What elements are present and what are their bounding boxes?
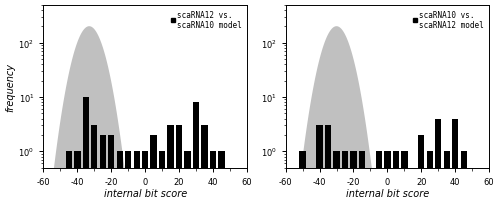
Bar (159, 152, 166, 204)
Bar (334, 152, 340, 204)
Bar (218, 152, 224, 204)
Bar (202, 126, 207, 204)
Bar (210, 152, 216, 204)
Bar (176, 126, 182, 204)
Bar (66, 152, 72, 204)
Bar (142, 152, 148, 204)
Bar (184, 152, 190, 204)
Bar (82, 98, 89, 204)
Bar (418, 135, 424, 204)
Bar (401, 152, 407, 204)
Bar (91, 126, 98, 204)
Legend: scaRNA10 vs.
scaRNA12 model: scaRNA10 vs. scaRNA12 model (412, 9, 486, 32)
Bar (125, 152, 132, 204)
Bar (426, 152, 433, 204)
Bar (392, 152, 399, 204)
Bar (108, 135, 114, 204)
Bar (116, 152, 123, 204)
Bar (300, 152, 306, 204)
X-axis label: internal bit score: internal bit score (104, 188, 187, 198)
Bar (350, 152, 356, 204)
Bar (452, 119, 458, 204)
Y-axis label: frequency: frequency (6, 62, 16, 111)
Bar (460, 152, 467, 204)
Bar (376, 152, 382, 204)
X-axis label: internal bit score: internal bit score (346, 188, 429, 198)
Legend: scaRNA12 vs.
scaRNA10 model: scaRNA12 vs. scaRNA10 model (169, 9, 243, 32)
Bar (193, 103, 199, 204)
Bar (342, 152, 348, 204)
Bar (134, 152, 140, 204)
Bar (435, 119, 442, 204)
Bar (444, 152, 450, 204)
Bar (384, 152, 390, 204)
Bar (100, 135, 106, 204)
Bar (168, 126, 174, 204)
Bar (325, 126, 331, 204)
Bar (150, 135, 157, 204)
Bar (74, 152, 80, 204)
Bar (359, 152, 365, 204)
Bar (316, 126, 322, 204)
